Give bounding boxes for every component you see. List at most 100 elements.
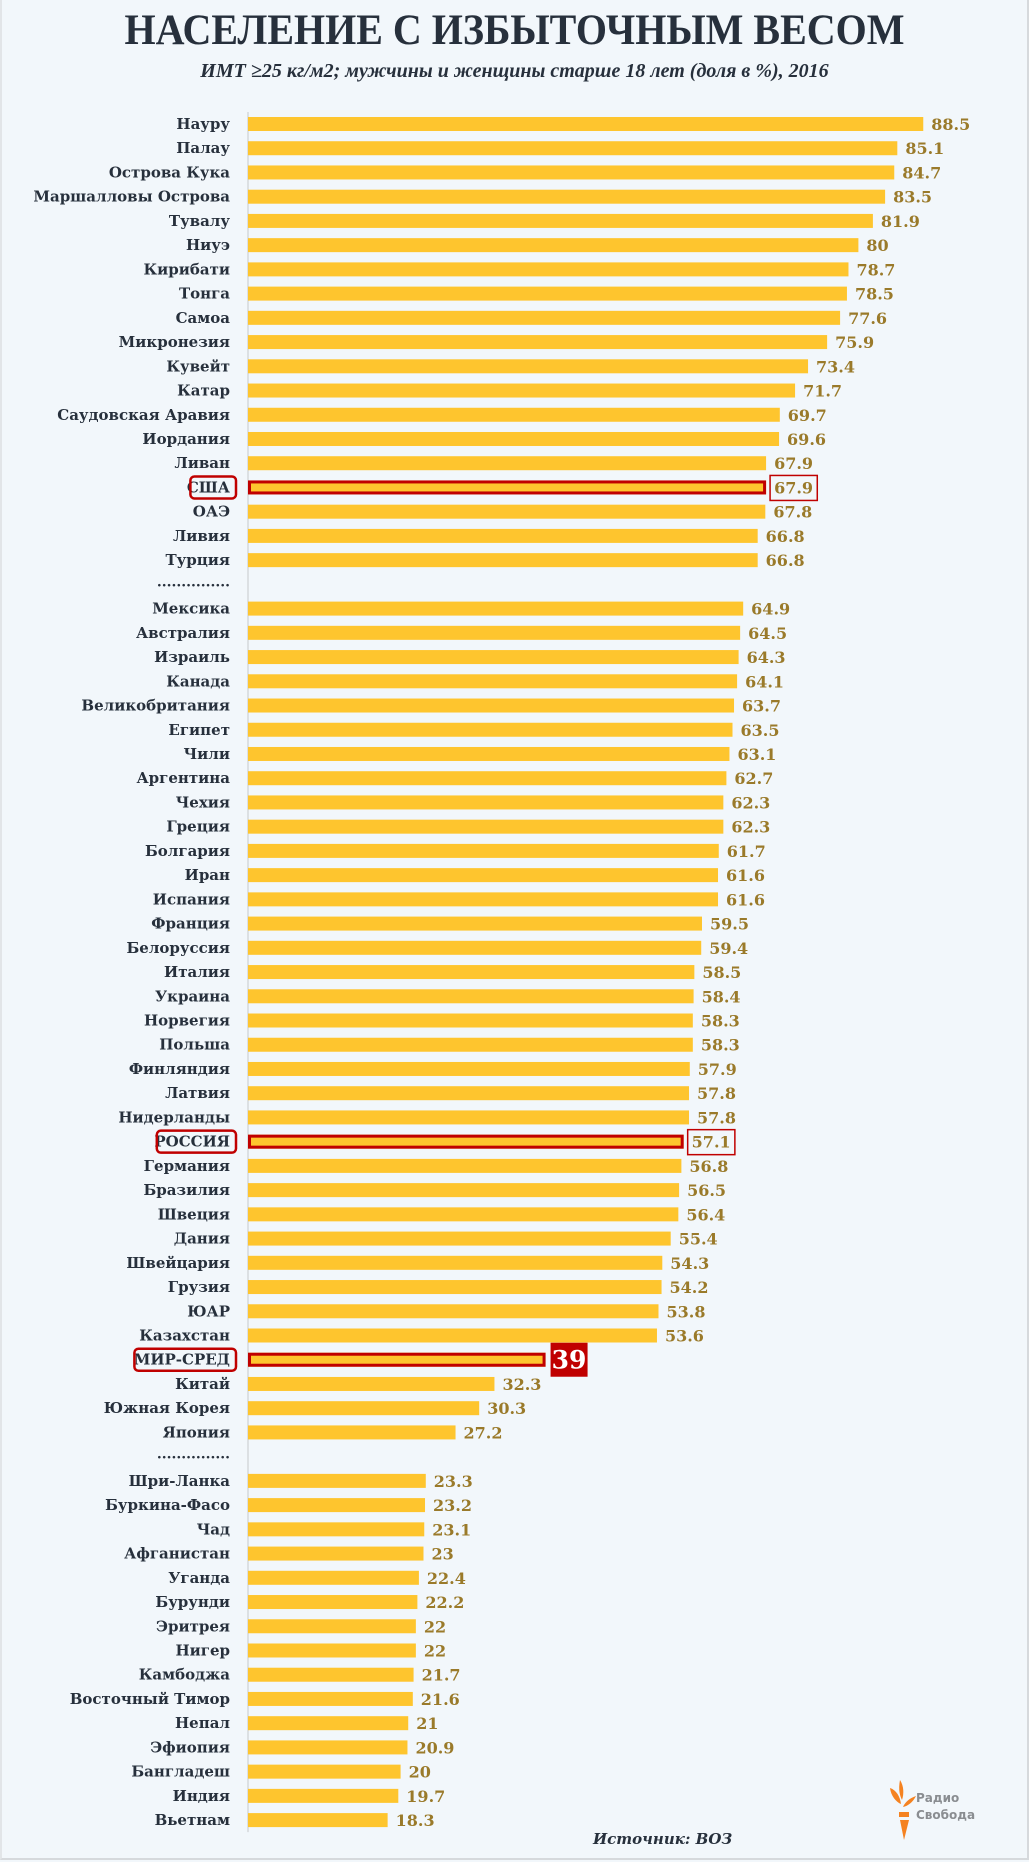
data-label: 78.7 [856,260,895,279]
bar [248,286,847,301]
bar [248,819,724,834]
category-label: ОАЭ [193,503,230,521]
category-label: Китай [175,1375,230,1393]
chart-subtitle: ИМТ ≥25 кг/м2; мужчины и женщины старше … [200,60,829,82]
data-label: 56.4 [686,1205,725,1224]
category-label: Восточный Тимор [70,1690,230,1708]
category-label: Япония [163,1423,230,1441]
category-label: Чили [183,745,230,763]
bar [248,165,895,180]
data-label: 66.8 [766,527,805,546]
data-label: 56.8 [689,1157,728,1176]
data-label: 59.5 [710,915,749,934]
category-label: Швейцария [126,1254,230,1272]
data-label: 18.3 [396,1811,435,1830]
bar [248,213,873,228]
bar [248,1546,424,1561]
bar [248,456,767,471]
bar [248,1086,690,1101]
category-label: Непал [175,1714,230,1732]
data-label: 27.2 [464,1423,503,1442]
bar [248,431,780,446]
chart-title: НАСЕЛЕНИЕ С ИЗБЫТОЧНЫМ ВЕСОМ [124,7,905,54]
data-label: 58.4 [702,987,741,1006]
category-label: Ниуэ [186,236,230,254]
category-label: Греция [166,818,230,836]
data-label: 61.6 [726,890,765,909]
data-label: 56.5 [687,1181,726,1200]
data-label: 67.9 [774,478,813,497]
bar [248,1691,413,1706]
category-label: Иордания [142,430,230,448]
category-label: Германия [144,1157,230,1175]
category-label: Ливан [174,454,230,472]
bar [248,528,758,543]
category-label: Нидерланды [118,1108,230,1126]
bar [248,843,719,858]
data-label: 61.7 [727,842,766,861]
data-label: 58.3 [701,1036,740,1055]
data-label: 59.4 [709,939,748,958]
data-label: 23.1 [432,1520,471,1539]
data-label: 62.3 [731,818,770,837]
bar [248,674,738,689]
data-label: 20.9 [415,1738,454,1757]
data-label: 88.5 [931,115,970,134]
bar [248,650,739,665]
category-label: Грузия [168,1278,230,1296]
category-label: Нигер [175,1641,230,1659]
category-label: Чад [197,1520,230,1538]
category-label: Науру [176,115,230,133]
category-label: Бурунди [155,1593,230,1611]
bar [248,1037,693,1052]
data-label: 64.9 [751,600,790,619]
category-label: Израиль [154,648,230,666]
category-label: Украина [155,987,230,1005]
category-label: Норвегия [144,1012,230,1030]
category-label: Маршалловы Острова [33,188,230,206]
category-label: Дания [174,1230,230,1248]
bar [248,504,766,519]
category-label: Катар [177,382,230,400]
data-label: 67.8 [773,503,812,522]
bar [248,1231,671,1246]
data-label: 57.1 [692,1133,731,1152]
bar [248,238,859,253]
data-label: 67.9 [774,454,813,473]
separator-dots: ............... [157,1447,230,1463]
category-label: Кирибати [143,260,230,278]
bar [248,1716,409,1731]
category-label: Ливия [173,527,230,545]
bar [248,1473,426,1488]
category-label: Болгария [145,842,230,860]
category-label: Тувалу [169,212,230,230]
label-highlight-box [133,1347,238,1372]
category-label: Бразилия [143,1181,230,1199]
bar [248,1570,419,1585]
bar [248,1183,680,1198]
category-label: Кувейт [166,357,230,375]
bar [248,117,924,131]
category-label: США [187,478,231,496]
world-value-badge [550,1342,588,1377]
category-label: Казахстан [139,1327,230,1345]
category-label: Уганда [168,1569,230,1587]
bar [248,1255,663,1270]
data-label: 63.5 [741,721,780,740]
data-label: 23 [431,1545,453,1564]
category-label: Бангладеш [131,1763,230,1781]
category-label: Тонга [179,285,230,303]
data-label: 53.8 [666,1302,705,1321]
data-label: 81.9 [881,212,920,231]
data-label: 21.7 [422,1666,461,1685]
bar [248,1352,546,1367]
category-label: Швеция [158,1205,230,1223]
bar [248,771,727,786]
data-label: 62.7 [734,769,773,788]
bar [248,1740,408,1755]
category-label: МИР-СРЕД [134,1351,230,1369]
category-label: Эфиопия [150,1738,230,1756]
bar [248,1328,657,1343]
category-label: Италия [164,963,230,981]
